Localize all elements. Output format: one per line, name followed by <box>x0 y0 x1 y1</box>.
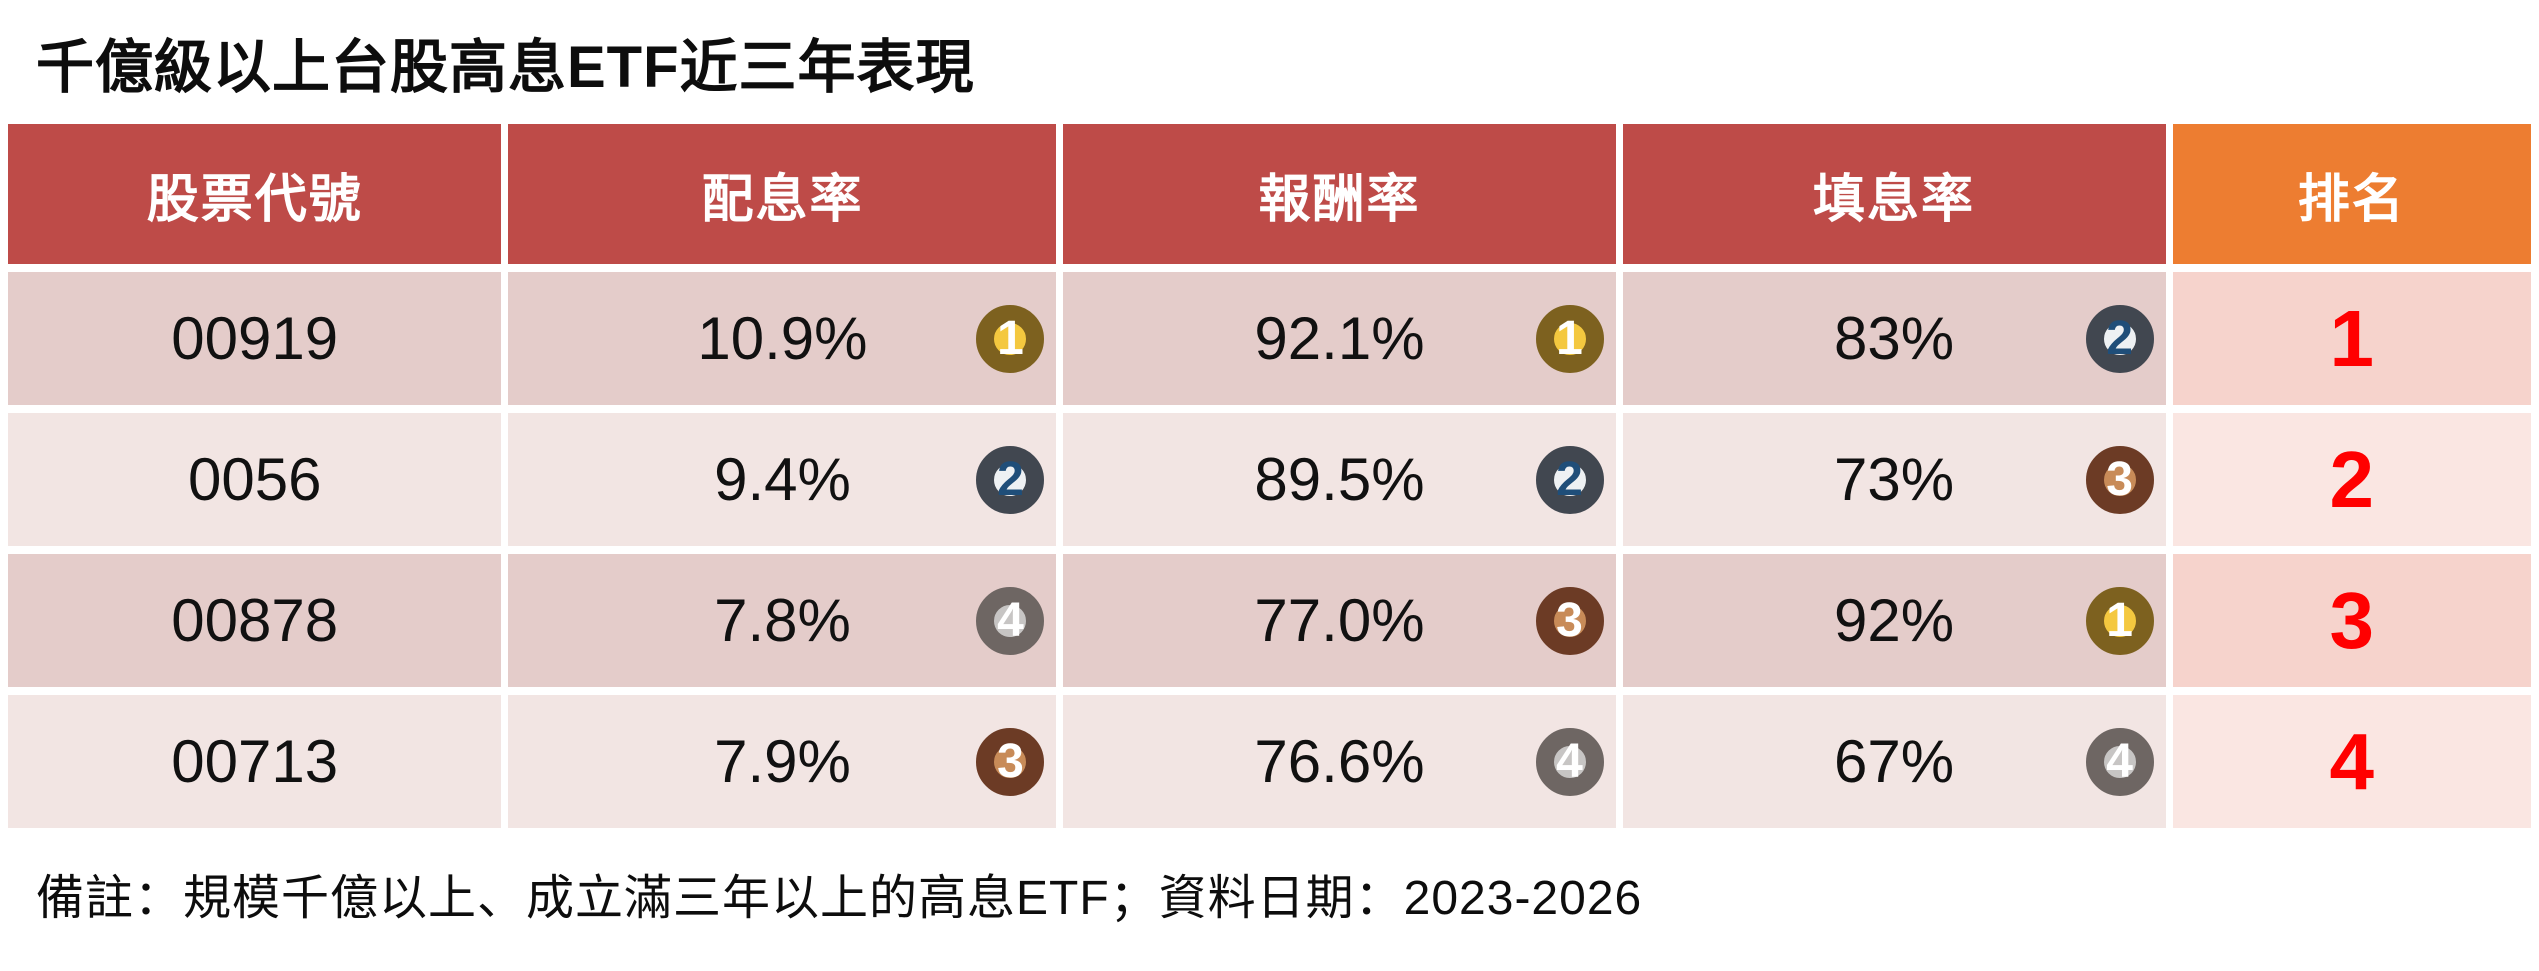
header-dividend-yield: 配息率 <box>508 124 1057 264</box>
header-return-rate: 報酬率 <box>1063 124 1616 264</box>
footnote: 備註：規模千億以上、成立滿三年以上的高息ETF；資料日期：2023-2026 <box>36 872 1643 925</box>
overall-rank-cell: 2 <box>2172 413 2531 546</box>
fill-rate-value: 67% <box>1833 728 1955 795</box>
fill-rate-value: 73% <box>1833 446 1955 513</box>
header-rank: 排名 <box>2172 124 2531 264</box>
medal-icon: 3 <box>976 727 1045 796</box>
medal-icon: 3 <box>1535 586 1604 655</box>
return-rate-cell: 77.0% 3 <box>1063 554 1616 687</box>
medal-icon: 1 <box>976 304 1045 373</box>
fill-rate-cell: 67% 4 <box>1622 695 2166 828</box>
medal-icon: 3 <box>2085 445 2154 514</box>
medal-icon: 2 <box>976 445 1045 514</box>
fill-rate-cell: 83% 2 <box>1622 272 2166 405</box>
dividend-yield-cell: 7.9% 3 <box>508 695 1057 828</box>
stock-code-cell: 00878 <box>8 554 502 687</box>
dividend-yield-cell: 9.4% 2 <box>508 413 1057 546</box>
page-title: 千億級以上台股高息ETF近三年表現 <box>36 35 975 100</box>
dividend-yield-value: 9.4% <box>714 446 851 513</box>
stock-code-cell: 00713 <box>8 695 502 828</box>
return-rate-value: 92.1% <box>1254 305 1425 372</box>
overall-rank-cell: 1 <box>2172 272 2531 405</box>
header-fill-rate: 填息率 <box>1622 124 2166 264</box>
dividend-yield-value: 7.8% <box>714 587 851 654</box>
dividend-yield-cell: 7.8% 4 <box>508 554 1057 687</box>
return-rate-value: 77.0% <box>1254 587 1425 654</box>
stock-code-cell: 0056 <box>8 413 502 546</box>
medal-icon: 1 <box>1535 304 1604 373</box>
dividend-yield-value: 10.9% <box>697 305 868 372</box>
fill-rate-value: 92% <box>1833 587 1955 654</box>
medal-icon: 2 <box>2085 304 2154 373</box>
medal-icon: 4 <box>2085 727 2154 796</box>
return-rate-value: 89.5% <box>1254 446 1425 513</box>
medal-icon: 1 <box>2085 586 2154 655</box>
etf-performance-table: 股票代號 配息率 報酬率 填息率 排名 00919 10.9% 1 92.1% … <box>8 124 2531 828</box>
return-rate-cell: 92.1% 1 <box>1063 272 1616 405</box>
overall-rank-cell: 4 <box>2172 695 2531 828</box>
return-rate-cell: 89.5% 2 <box>1063 413 1616 546</box>
header-stock-code: 股票代號 <box>8 124 502 264</box>
return-rate-value: 76.6% <box>1254 728 1425 795</box>
fill-rate-value: 83% <box>1833 305 1955 372</box>
medal-icon: 4 <box>1535 727 1604 796</box>
medal-icon: 2 <box>1535 445 1604 514</box>
dividend-yield-value: 7.9% <box>714 728 851 795</box>
fill-rate-cell: 73% 3 <box>1622 413 2166 546</box>
dividend-yield-cell: 10.9% 1 <box>508 272 1057 405</box>
overall-rank-cell: 3 <box>2172 554 2531 687</box>
medal-icon: 4 <box>976 586 1045 655</box>
return-rate-cell: 76.6% 4 <box>1063 695 1616 828</box>
stock-code-cell: 00919 <box>8 272 502 405</box>
fill-rate-cell: 92% 1 <box>1622 554 2166 687</box>
